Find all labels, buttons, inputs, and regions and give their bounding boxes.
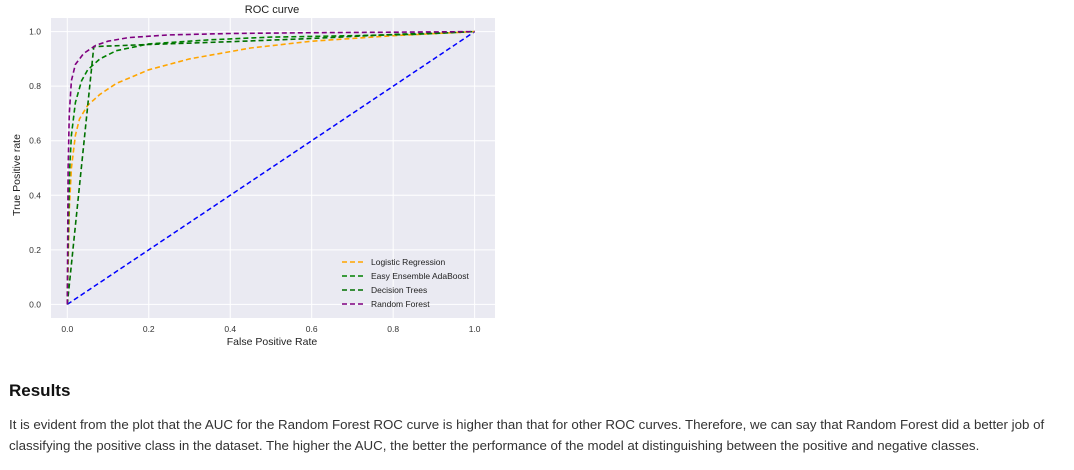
roc-chart: ROC curve 0.0 0.2 0.4 0.6 0.8 1.0 0.0 0.2 0.4 0.6… [11, 4, 495, 348]
reference-diagonal-line [66, 31, 476, 305]
series-line-0 [66, 30, 475, 305]
x-tick-label: 1.0 [469, 324, 481, 334]
series-line-3 [66, 30, 475, 305]
chart-legend: Logistic Regression Easy Ensemble AdaBoos… [342, 257, 469, 309]
series-line-1 [66, 30, 475, 305]
legend-label: Random Forest [371, 299, 430, 309]
chart-title: ROC curve [245, 4, 299, 16]
y-tick-label: 0.0 [29, 299, 41, 309]
x-tick-label: 0.4 [224, 324, 236, 334]
y-tick-label: 1.0 [29, 27, 41, 37]
x-tick-label: 0.2 [143, 324, 155, 334]
x-axis-label: False Positive Rate [227, 336, 318, 348]
legend-label: Easy Ensemble AdaBoost [371, 271, 469, 281]
axis-ticks: 0.0 0.2 0.4 0.6 0.8 1.0 0.0 0.2 0.4 0.6 0.8 1.0 [29, 27, 481, 334]
y-axis-label: True Positive rate [11, 134, 23, 216]
y-tick-label: 0.2 [29, 245, 41, 255]
grid-lines [51, 18, 495, 318]
results-paragraph: It is evident from the plot that the AUC… [9, 417, 1045, 453]
legend-label: Logistic Regression [371, 257, 445, 267]
y-tick-label: 0.6 [29, 136, 41, 146]
x-tick-label: 0.0 [61, 324, 73, 334]
results-heading: Results [9, 381, 71, 400]
x-tick-label: 0.8 [387, 324, 399, 334]
legend-label: Decision Trees [371, 285, 427, 295]
roc-curves [66, 30, 476, 305]
x-tick-label: 0.6 [306, 324, 318, 334]
y-tick-label: 0.4 [29, 190, 41, 200]
y-tick-label: 0.8 [29, 81, 41, 91]
